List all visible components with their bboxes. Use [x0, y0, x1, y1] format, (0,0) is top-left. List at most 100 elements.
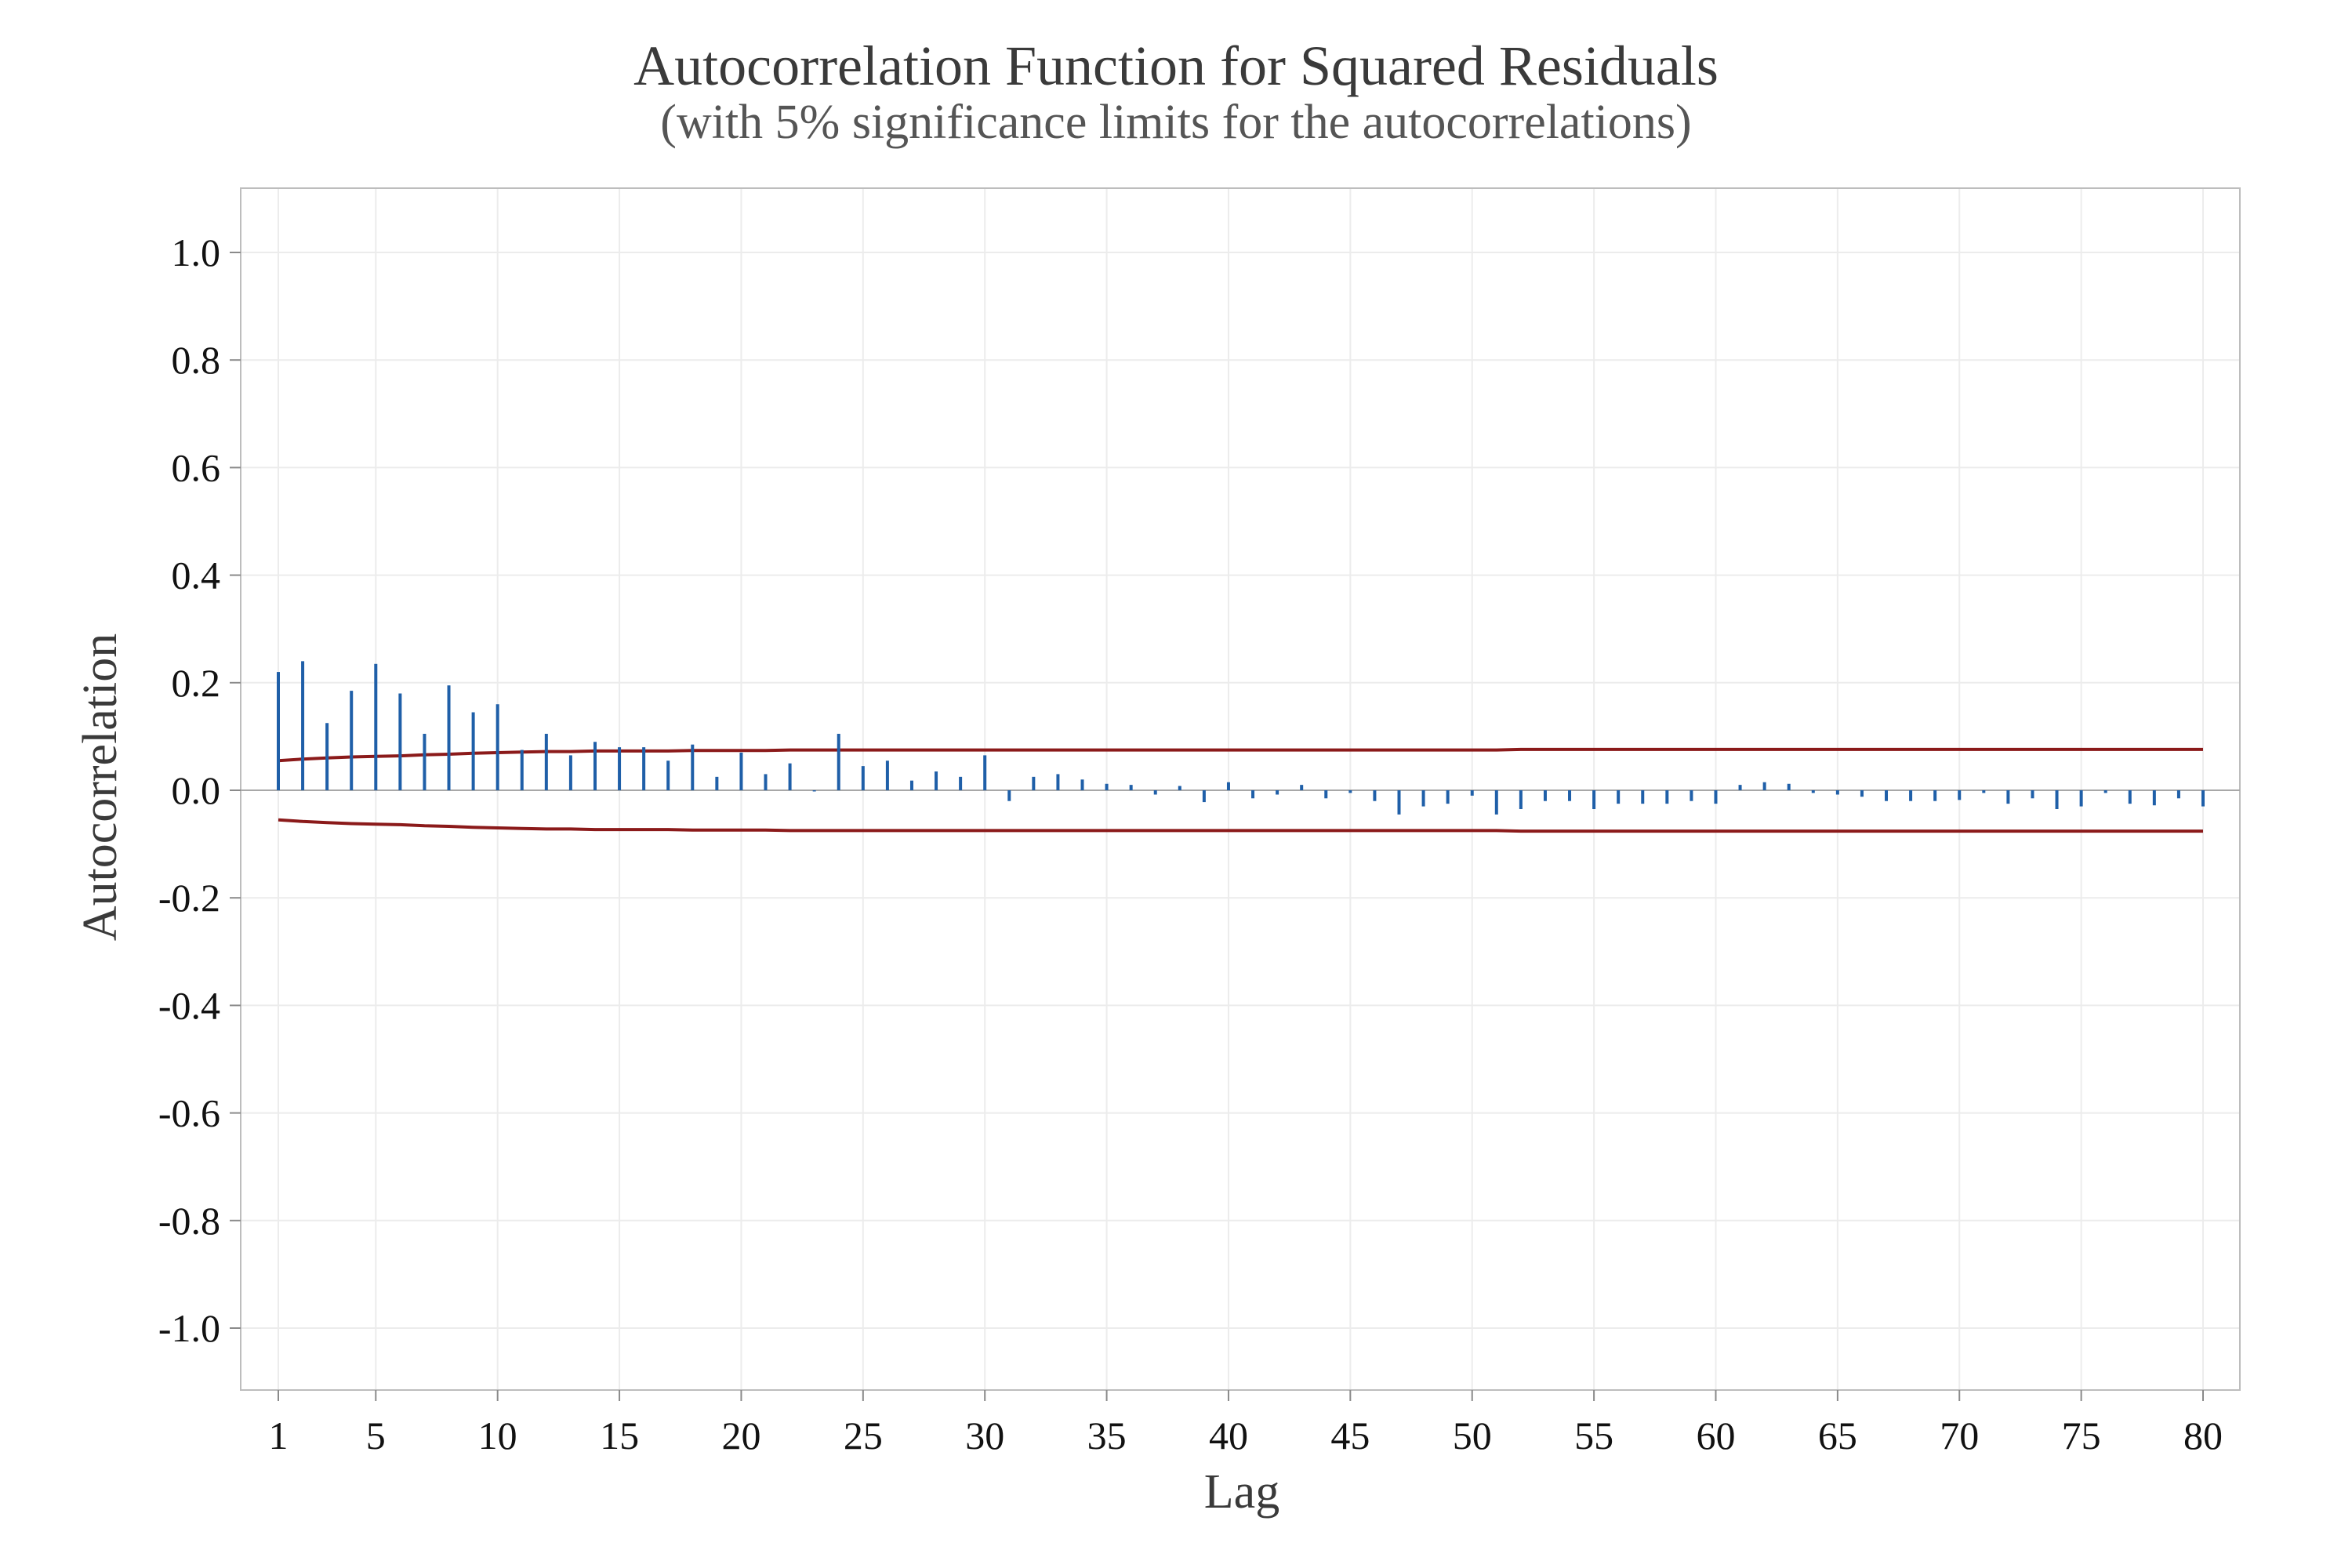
acf-bar-lag-37 [1153, 790, 1157, 795]
acf-bar-lag-9 [471, 712, 475, 790]
upper-significance-limit [278, 747, 2203, 763]
y-tick-label: -0.8 [158, 1199, 220, 1243]
acf-bar-lag-73 [2031, 790, 2034, 799]
acf-bar-lag-49 [1446, 790, 1450, 804]
acf-bar-lag-27 [909, 780, 913, 790]
acf-bar-lag-48 [1421, 790, 1425, 807]
y-tick-label: 0.0 [172, 768, 221, 812]
acf-bar-lag-26 [885, 760, 889, 790]
y-tick-label: -0.2 [158, 876, 220, 920]
y-tick-label: -0.6 [158, 1091, 220, 1135]
axis-ticks: 1.00.80.60.40.20.0-0.2-0.4-0.6-0.8-1.01 5… [158, 230, 2223, 1457]
x-tick-label: 10 [478, 1414, 517, 1457]
acf-bar-lag-57 [1641, 790, 1645, 804]
x-tick-label: 50 [1453, 1414, 1492, 1457]
acf-bar-lag-61 [1738, 785, 1742, 790]
acf-bar-lag-24 [837, 733, 840, 790]
acf-bar-lag-43 [1300, 785, 1304, 790]
acf-bar-lag-71 [1982, 790, 1986, 793]
acf-bar-lag-35 [1105, 783, 1109, 790]
acf-bar-lag-31 [1007, 790, 1011, 801]
autocorrelation-bars [277, 661, 2205, 815]
acf-bar-lag-34 [1080, 779, 1084, 790]
acf-bar-lag-13 [568, 755, 572, 790]
acf-bar-lag-23 [812, 790, 816, 792]
acf-bar-lag-68 [1909, 790, 1913, 801]
lower-significance-limit [278, 818, 2203, 833]
acf-bar-lag-29 [959, 776, 963, 790]
acf-bar-lag-42 [1276, 790, 1279, 795]
acf-bar-lag-70 [1958, 790, 1962, 800]
acf-bar-lag-39 [1202, 790, 1206, 803]
x-tick-label: 80 [2183, 1414, 2223, 1457]
x-tick-label: 35 [1087, 1414, 1127, 1457]
acf-bar-lag-63 [1787, 783, 1791, 790]
acf-bar-lag-75 [2079, 790, 2083, 807]
x-tick-label: 40 [1209, 1414, 1248, 1457]
grid-lines [241, 188, 2240, 1390]
y-tick-label: 0.6 [172, 445, 221, 489]
acf-bar-lag-36 [1129, 785, 1133, 790]
acf-bar-lag-18 [691, 744, 695, 790]
acf-bar-lag-53 [1543, 790, 1547, 801]
x-axis-label: Lag [1204, 1465, 1279, 1519]
acf-bar-lag-76 [2103, 790, 2107, 793]
acf-bar-lag-52 [1519, 790, 1523, 810]
acf-bar-lag-32 [1032, 776, 1036, 790]
x-tick-label: 55 [1574, 1414, 1613, 1457]
acf-bar-lag-33 [1056, 774, 1060, 790]
acf-bar-lag-54 [1568, 790, 1572, 801]
x-tick-label: 20 [721, 1414, 760, 1457]
x-tick-label: 25 [844, 1414, 883, 1457]
x-tick-label: 15 [600, 1414, 639, 1457]
acf-bar-lag-22 [788, 763, 792, 790]
acf-bar-lag-59 [1690, 790, 1693, 801]
y-tick-label: 0.8 [172, 338, 221, 382]
acf-bar-lag-80 [2201, 790, 2205, 807]
acf-bar-lag-69 [1933, 790, 1937, 801]
x-tick-label: 1 [269, 1414, 289, 1457]
acf-bar-lag-47 [1397, 790, 1401, 815]
acf-bar-lag-2 [301, 661, 305, 790]
acf-bar-lag-11 [520, 750, 524, 790]
x-tick-label: 30 [965, 1414, 1004, 1457]
acf-bar-lag-41 [1251, 790, 1255, 799]
acf-bar-lag-1 [277, 672, 280, 790]
acf-bar-lag-20 [739, 752, 743, 790]
x-tick-label: 45 [1330, 1414, 1370, 1457]
acf-bar-lag-12 [544, 733, 548, 790]
acf-bar-lag-72 [2006, 790, 2010, 804]
y-tick-label: 1.0 [172, 230, 221, 274]
x-tick-label: 70 [1940, 1414, 1979, 1457]
acf-bar-lag-6 [398, 693, 402, 790]
acf-bar-lag-51 [1494, 790, 1498, 815]
plot-frame [240, 187, 2241, 1391]
acf-bar-lag-28 [935, 771, 938, 790]
acf-bar-lag-78 [2152, 790, 2156, 806]
acf-bar-lag-21 [764, 774, 768, 790]
acf-bar-lag-46 [1373, 790, 1377, 801]
acf-bar-lag-44 [1324, 790, 1328, 799]
acf-bar-lag-17 [666, 760, 670, 790]
acf-bar-lag-77 [2128, 790, 2132, 804]
y-tick-label: 0.4 [172, 554, 221, 597]
acf-bar-lag-66 [1860, 790, 1864, 797]
acf-bar-lag-14 [593, 742, 597, 790]
acf-bar-lag-79 [2176, 790, 2180, 799]
acf-bar-lag-45 [1348, 790, 1352, 793]
acf-bar-lag-64 [1811, 790, 1815, 793]
acf-bar-lag-4 [350, 691, 354, 790]
y-axis-label: Autocorrelation [74, 633, 127, 942]
acf-bar-lag-30 [983, 755, 987, 790]
chart-title: Autocorrelation Function for Squared Res… [633, 34, 1719, 97]
acf-bar-lag-67 [1885, 790, 1889, 801]
acf-bar-lag-62 [1762, 782, 1766, 790]
x-tick-label: 65 [1818, 1414, 1857, 1457]
acf-bar-lag-40 [1226, 782, 1230, 790]
x-tick-label: 60 [1696, 1414, 1735, 1457]
acf-bar-lag-3 [325, 723, 329, 790]
acf-bar-lag-38 [1178, 786, 1181, 790]
y-tick-label: -1.0 [158, 1306, 220, 1350]
